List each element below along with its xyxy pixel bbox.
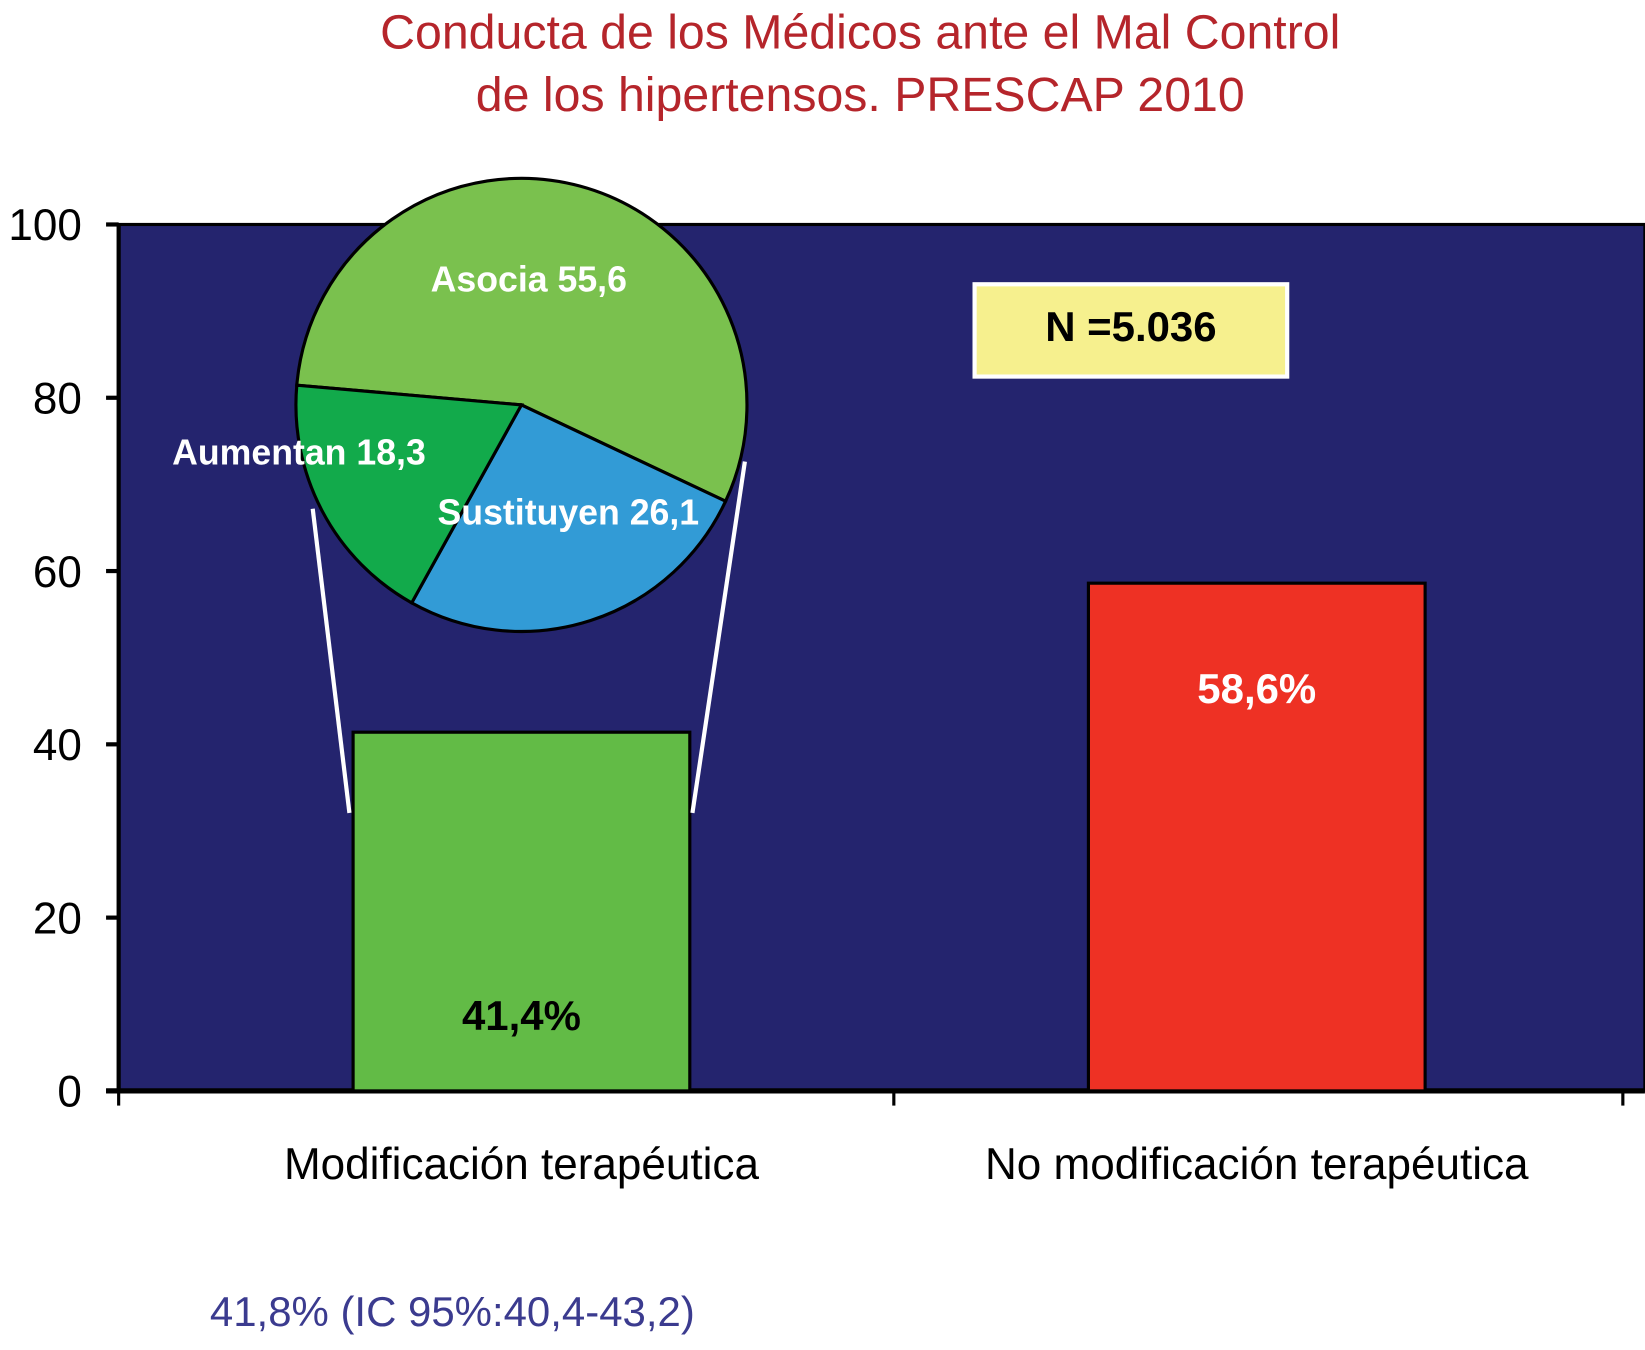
bar-0 [351,730,692,1093]
connector-line-right [690,461,747,814]
pie-label-sustituyen: Sustituyen 26,1 [438,492,700,532]
chart-title-line2: de los hipertensos. PRESCAP 2010 [476,68,1245,122]
y-tick-label: 60 [33,548,82,597]
annotation-box [972,282,1290,379]
y-tick-label: 100 [8,201,82,250]
bar-1 [1086,581,1427,1093]
connector-line-left [310,508,352,814]
bar-data-label-0: 41,4% [462,992,581,1039]
bars: 41,4% 58,6% [351,581,1427,1093]
chart-title-line1: Conducta de los Médicos ante el Mal Cont… [380,5,1340,59]
pie-slice-2 [294,383,525,605]
pie-label-asocia: Asocia 55,6 [431,260,627,300]
bar-data-label-1: 58,6% [1197,665,1316,712]
category-label-1: No modificación terapéutica [985,1140,1529,1189]
y-tick-label: 80 [33,374,82,423]
pie-slice-0 [295,176,749,504]
pie-label-aumentan: Aumentan 18,3 [172,433,426,473]
y-tick-label: 40 [33,721,82,770]
y-tick-label: 20 [33,894,82,943]
category-label-0: Modificación terapéutica [284,1140,759,1189]
footnote: 41,8% (IC 95%:40,4-43,2) [210,1288,695,1335]
y-tick-label: 0 [57,1068,82,1117]
pie-chart [294,176,749,634]
annotation-n: N =5.036 [1045,303,1216,350]
